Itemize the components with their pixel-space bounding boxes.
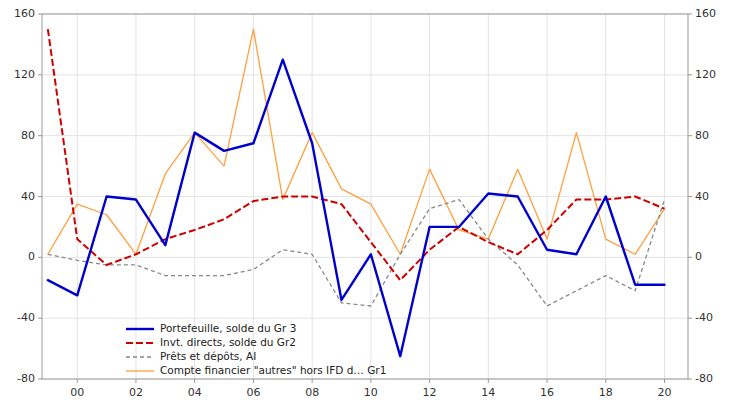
tick-mark [38,257,42,258]
tick-mark [312,379,313,383]
tick-label: -80 [695,372,713,385]
grid-line [42,74,688,75]
tick-mark [664,379,665,383]
legend-label: Prêts et dépôts, AI [160,350,256,362]
tick-mark [688,14,692,15]
tick-label: 06 [246,386,260,399]
tick-label: 08 [305,386,319,399]
tick-label: 80 [21,129,35,142]
tick-mark [38,379,42,380]
grid-line [42,196,688,197]
tick-label: 12 [423,386,437,399]
tick-mark [38,135,42,136]
grid-line [370,14,371,379]
series-line [48,60,665,357]
tick-mark [370,379,371,383]
tick-label: 80 [695,129,709,142]
tick-label: 00 [70,386,84,399]
tick-label: 18 [599,386,613,399]
tick-mark [38,196,42,197]
legend-label: Invt. directs, solde du Gr2 [160,336,296,348]
grid-line [429,14,430,379]
chart: -80 -40 0 40 80 120 160 -80 -40 0 40 80 120 160 00 02 04… [0,0,730,409]
axes: -80 -40 0 40 80 120 160 -80 -40 0 40 80 120 160 00 02 04… [14,7,716,399]
plot-area [48,29,665,356]
grid-line [488,14,489,379]
tick-mark [429,379,430,383]
tick-mark [688,379,692,380]
tick-mark [77,379,78,383]
grid-line [42,257,688,258]
tick-label: 16 [540,386,554,399]
tick-label: 160 [695,7,716,20]
tick-mark [688,318,692,319]
tick-mark [38,318,42,319]
tick-label: 120 [695,68,716,81]
legend-label: Portefeuille, solde du Gr 3 [160,322,296,334]
series-line [48,29,665,254]
tick-label: 160 [14,7,35,20]
grid-line [77,14,78,379]
legend: Portefeuille, solde du Gr 3 Invt. directs… [126,322,386,376]
tick-label: 04 [188,386,202,399]
legend-swatch [126,328,154,330]
tick-mark [135,379,136,383]
legend-swatch [126,342,154,344]
tick-label: 20 [658,386,672,399]
tick-label: 02 [129,386,143,399]
tick-mark [488,379,489,383]
legend-swatch [126,370,154,371]
tick-label: 0 [28,250,35,263]
tick-label: 40 [21,190,35,203]
series-line [48,29,665,280]
legend-label: Compte financier "autres" hors IFD d… Gr… [160,364,386,376]
grid-line [42,318,688,319]
tick-label: -40 [695,311,713,324]
grid-line [42,135,688,136]
tick-mark [253,379,254,383]
tick-label: -80 [17,372,35,385]
tick-mark [605,379,606,383]
plot-frame [42,14,688,379]
grid-line [547,14,548,379]
tick-mark [547,379,548,383]
tick-mark [688,196,692,197]
tick-label: 10 [364,386,378,399]
tick-mark [688,257,692,258]
tick-label: 14 [481,386,495,399]
grid [42,14,688,379]
tick-mark [688,74,692,75]
grid-line [135,14,136,379]
tick-label: 120 [14,68,35,81]
tick-mark [38,74,42,75]
tick-label: -40 [17,311,35,324]
tick-mark [38,14,42,15]
tick-label: 40 [695,190,709,203]
tick-mark [194,379,195,383]
tick-label: 0 [695,250,702,263]
grid-line [664,14,665,379]
tick-mark [688,135,692,136]
legend-swatch [126,356,154,357]
